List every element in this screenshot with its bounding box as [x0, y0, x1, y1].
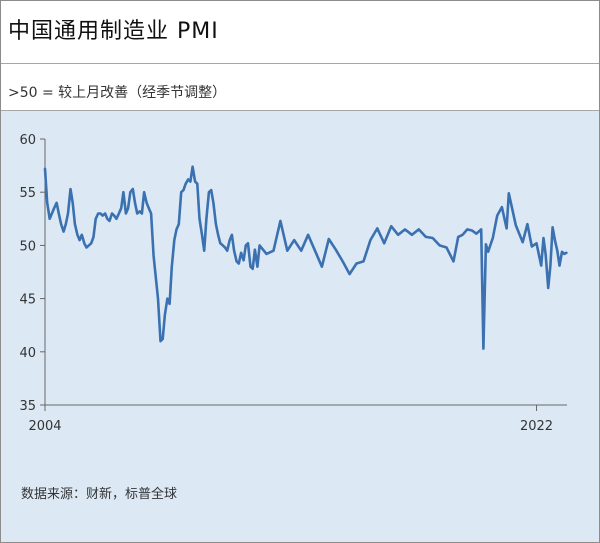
pmi-line-chart: 35 40 45 50 55 60 2004 2022 — [19, 133, 568, 434]
chart-panel — [1, 111, 599, 542]
chart-subtitle: >50 = 较上月改善（经季节调整） — [8, 85, 227, 101]
y-tick-label-40: 40 — [19, 346, 36, 361]
y-tick-label-45: 45 — [19, 293, 36, 308]
y-tick-label-35: 35 — [19, 399, 36, 414]
x-tick-label-2022: 2022 — [520, 419, 553, 434]
series-line-0 — [43, 165, 568, 350]
subtitle-divider — [1, 110, 599, 111]
chart-title: 中国通用制造业 PMI — [8, 19, 219, 44]
title-divider — [1, 63, 599, 64]
y-tick-label-50: 50 — [19, 239, 36, 254]
data-source-note: 数据来源：财新，标普全球 — [21, 487, 178, 502]
y-tick-label-60: 60 — [19, 133, 36, 148]
y-tick-label-55: 55 — [19, 186, 36, 201]
x-tick-label-2004: 2004 — [28, 419, 61, 434]
